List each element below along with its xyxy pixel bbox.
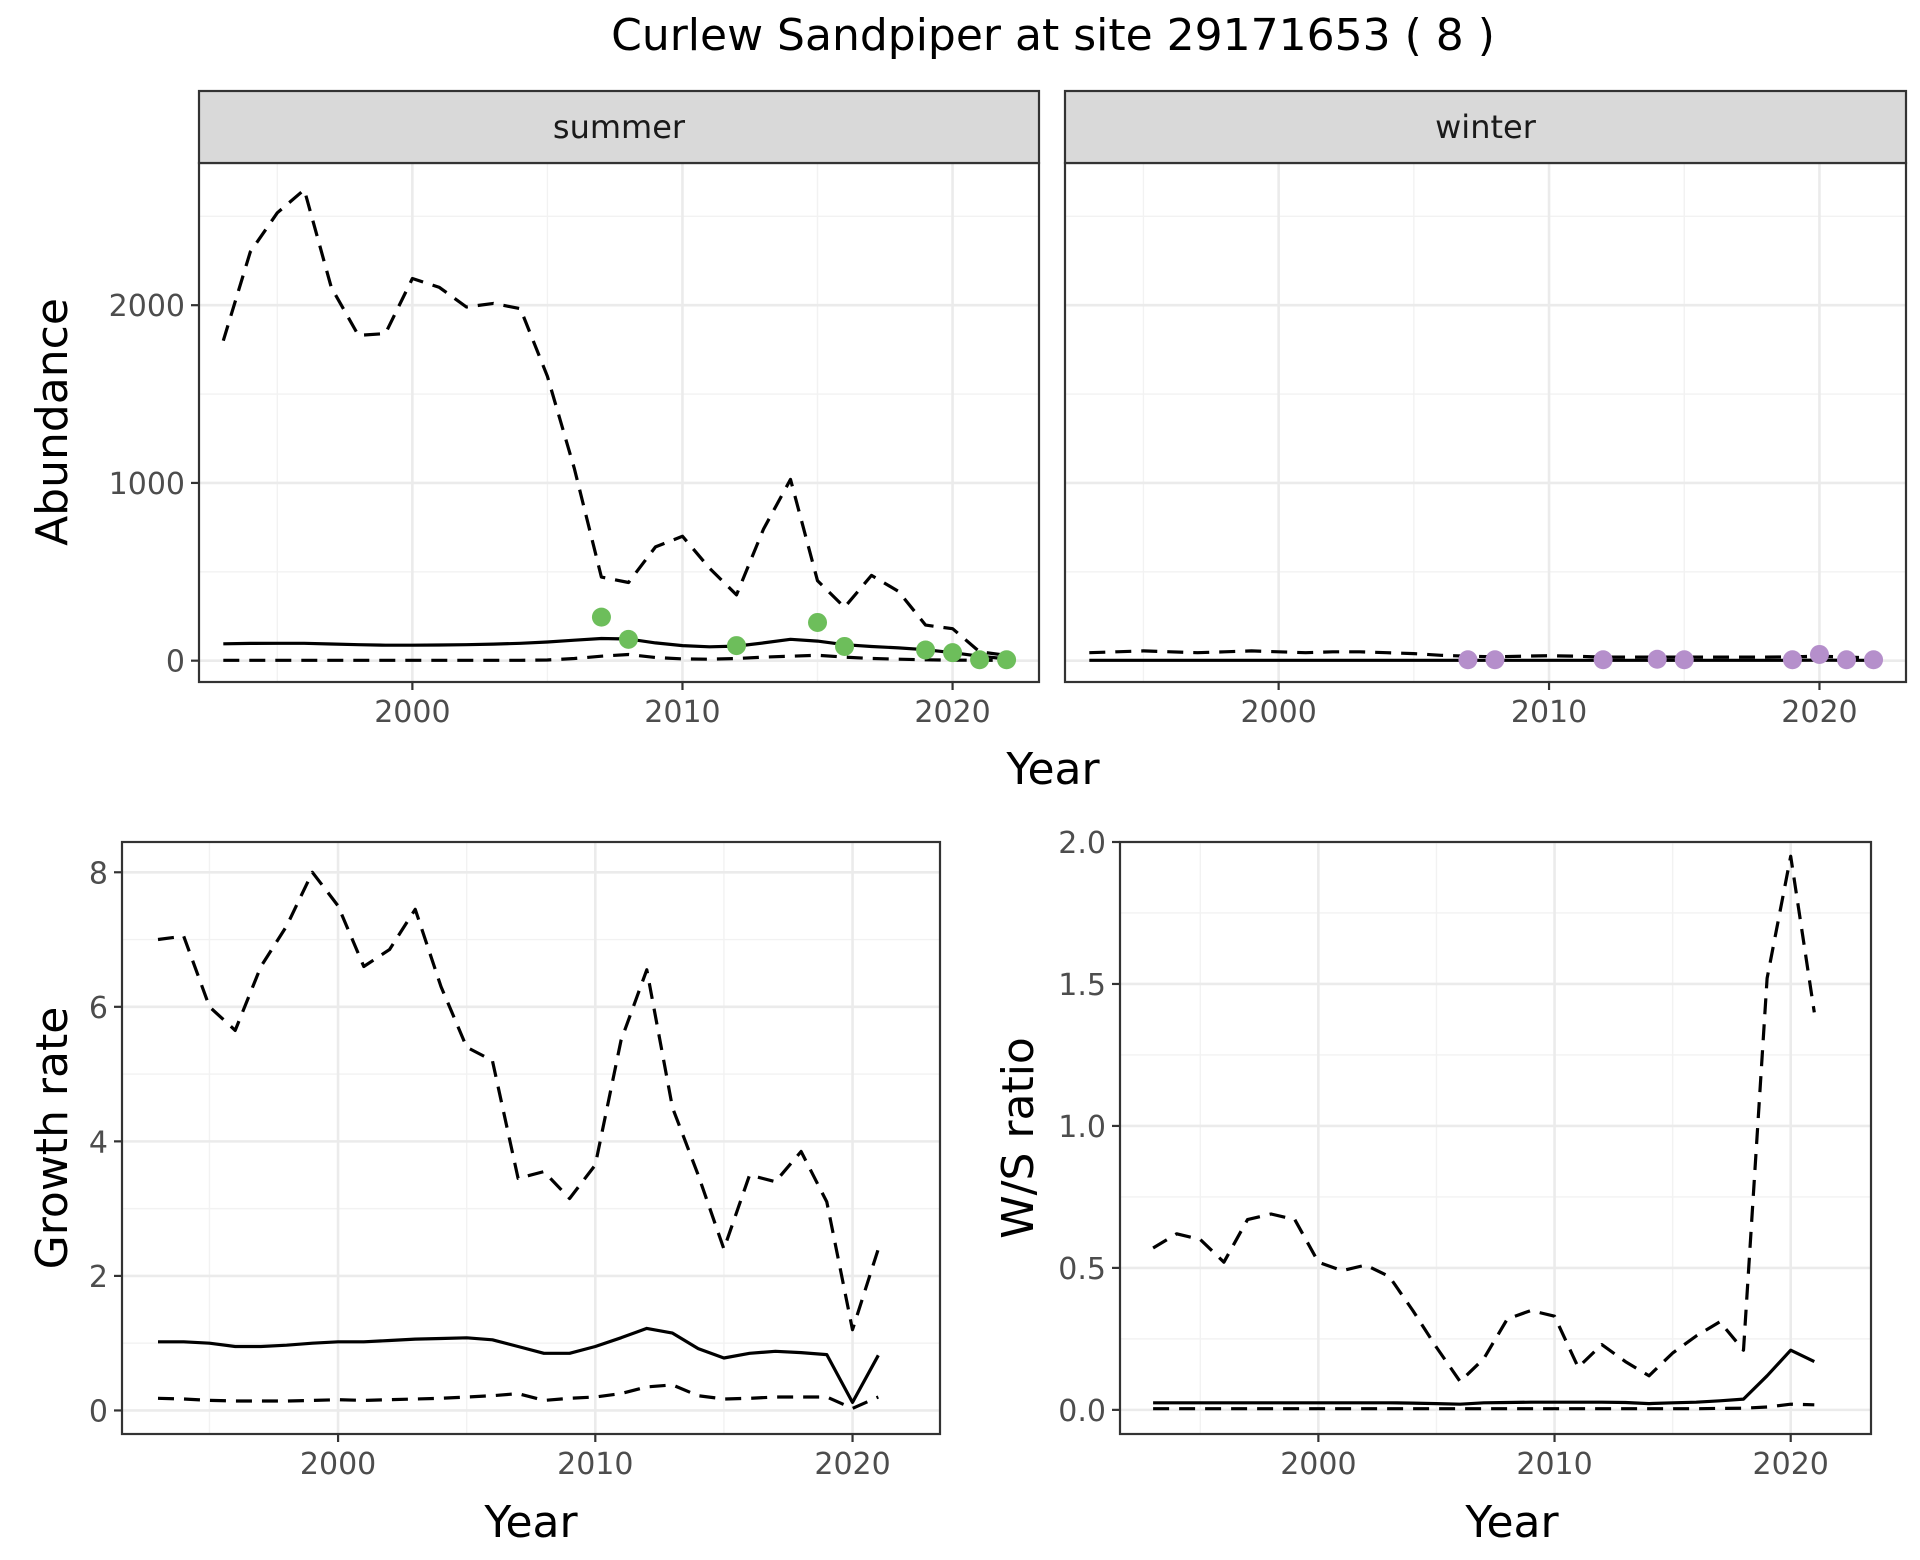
chart-title: Curlew Sandpiper at site 29171653 ( 8 ) <box>611 10 1495 61</box>
data-point <box>1782 650 1802 670</box>
facet-strip <box>197 89 1041 165</box>
facet-strip-label: summer <box>553 108 686 146</box>
x-tick-label: 2000 <box>1280 1447 1356 1482</box>
panel-growth: 2000 2010 2020 0 2 4 6 8 Growth rate Year <box>27 840 942 1548</box>
x-tick-label: 2020 <box>1781 695 1857 730</box>
plot-background <box>199 163 1039 682</box>
y-tick-label: 0 <box>166 645 185 680</box>
y-tick-label: 8 <box>89 856 108 891</box>
plot-background <box>1065 163 1906 682</box>
y-tick-label: 1.0 <box>1058 1110 1106 1145</box>
y-axis-title: Abundance <box>27 298 78 546</box>
data-point <box>618 629 638 649</box>
series-line-dashed-2 <box>1153 1402 1815 1411</box>
panel-summer: summer 2000 2010 2020 0 1000 2000 Abundance <box>27 89 1041 730</box>
series-line-solid-0 <box>1153 1348 1815 1406</box>
x-tick-label: 2010 <box>1511 695 1587 730</box>
x-tick-label: 2000 <box>1240 695 1316 730</box>
x-axis-title: Year <box>483 1497 578 1548</box>
data-point <box>726 636 746 656</box>
x-axis-title: Year <box>1464 1497 1559 1548</box>
data-point <box>1647 649 1667 669</box>
series-line-solid-0 <box>158 1326 880 1404</box>
x-tick-label: 2020 <box>814 1447 890 1482</box>
y-tick-label: 2 <box>89 1260 108 1295</box>
panel-border <box>1118 840 1873 1436</box>
data-point <box>1458 650 1478 670</box>
y-tick-label: 0 <box>89 1394 108 1429</box>
data-point <box>1809 644 1829 664</box>
series-line-solid-0 <box>223 636 1007 661</box>
data-point <box>943 643 963 663</box>
x-tick-label: 2000 <box>374 695 450 730</box>
y-tick-label: 1000 <box>109 467 185 502</box>
plot-background <box>1120 842 1871 1434</box>
data-point <box>1864 650 1884 670</box>
x-tick-label: 2010 <box>1516 1447 1592 1482</box>
y-tick-label: 4 <box>89 1125 108 1160</box>
y-tick-label: 0.5 <box>1058 1252 1106 1287</box>
y-tick-label: 6 <box>89 991 108 1026</box>
data-point <box>997 650 1017 670</box>
series-line-dashed-2 <box>223 652 1007 662</box>
x-axis-title-top: Year <box>1005 744 1100 795</box>
x-tick-label: 2020 <box>1753 1447 1829 1482</box>
y-tick-label: 1.5 <box>1058 968 1106 1003</box>
x-tick-label: 2000 <box>300 1447 376 1482</box>
x-tick-label: 2020 <box>914 695 990 730</box>
y-axis-title: W/S ratio <box>993 1037 1044 1239</box>
data-point <box>970 650 990 670</box>
data-point <box>1837 650 1857 670</box>
series-line-dashed-1 <box>221 188 1007 657</box>
panel-ratio: 2000 2010 2020 0.0 0.5 1.0 1.5 2.0 W/S ratio Year <box>993 826 1873 1548</box>
x-tick-label: 2010 <box>557 1447 633 1482</box>
data-point <box>591 607 611 627</box>
y-axis-title: Growth rate <box>27 1007 78 1270</box>
data-point <box>835 636 855 656</box>
facet-strip-label: winter <box>1435 108 1537 146</box>
data-point <box>808 612 828 632</box>
data-point <box>1674 650 1694 670</box>
panel-border <box>120 840 942 1436</box>
data-point <box>916 640 936 660</box>
series-line-dashed-1 <box>1089 649 1874 660</box>
plot-background <box>122 842 940 1434</box>
series-line-dashed-2 <box>157 1383 879 1410</box>
x-tick-label: 2010 <box>644 695 720 730</box>
facet-strip <box>1063 89 1908 165</box>
y-tick-label: 0.0 <box>1058 1394 1106 1429</box>
y-tick-label: 2000 <box>109 289 185 324</box>
data-point <box>1485 650 1505 670</box>
data-point <box>1593 650 1613 670</box>
y-tick-label: 2.0 <box>1058 826 1106 861</box>
panels: summer 2000 2010 2020 0 1000 2000 Abundance wint… <box>27 89 1908 1548</box>
panel-winter: winter 2000 2010 2020 <box>1063 89 1908 730</box>
series-line-dashed-1 <box>157 870 880 1332</box>
